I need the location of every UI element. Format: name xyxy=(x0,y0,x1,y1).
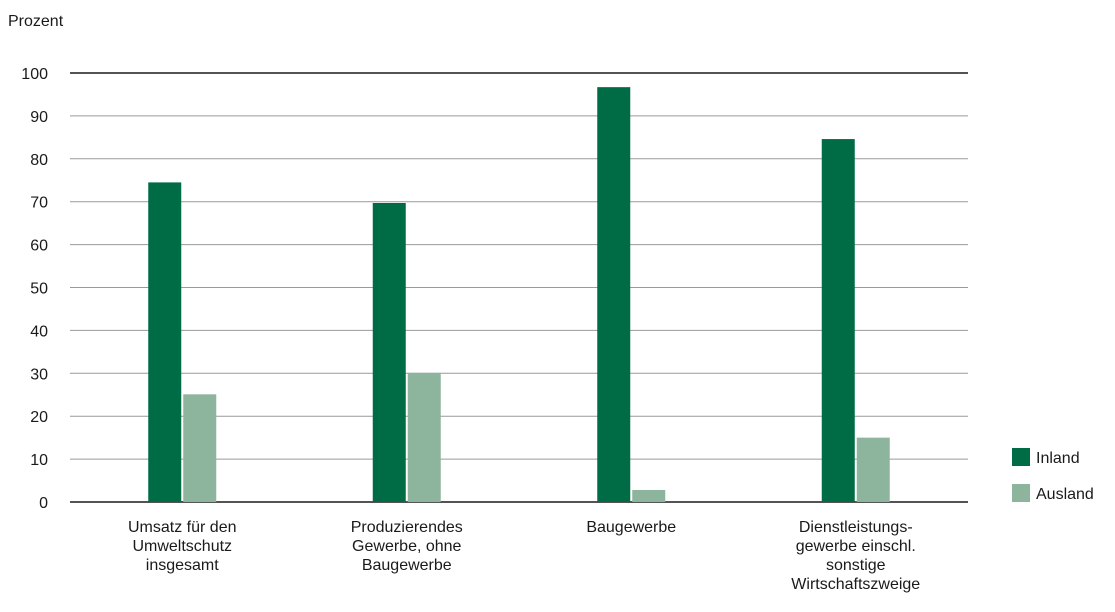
legend-swatch-ausland xyxy=(1012,484,1030,502)
gridlines xyxy=(70,72,968,503)
x-tick-label-line: Baugewerbe xyxy=(362,557,452,574)
x-tick-label-line: Gewerbe, ohne xyxy=(352,538,462,555)
y-tick-label: 100 xyxy=(21,66,48,83)
x-tick-label-line: gewerbe einschl. xyxy=(796,538,916,555)
x-tick-label-line: Umweltschutz xyxy=(132,538,232,555)
bar-ausland-0 xyxy=(183,394,217,502)
y-tick-label: 10 xyxy=(30,452,48,469)
bar-inland-3 xyxy=(821,139,855,503)
x-tick-label-line: Wirtschaftszweige xyxy=(791,576,920,593)
y-tick-label: 60 xyxy=(30,238,48,255)
x-tick-label-line: insgesamt xyxy=(146,557,219,574)
x-tick-label: Produzierendes Gewerbe, ohne Baugewerbe xyxy=(351,519,463,574)
y-tick-label: 40 xyxy=(30,323,48,340)
bar-ausland-3 xyxy=(856,437,890,502)
legend-label-ausland: Ausland xyxy=(1036,486,1094,503)
bar-inland-2 xyxy=(597,87,631,503)
x-tick-label-line: Umsatz für den xyxy=(128,519,236,536)
x-tick-label: Baugewerbe xyxy=(586,519,676,536)
bars xyxy=(148,87,890,503)
x-tick-label: Dienstleistungs-gewerbe einschl. sonstige… xyxy=(791,519,920,593)
x-tick-label: Umsatz für den Umweltschutz insgesamt xyxy=(128,519,236,574)
y-tick-label: 80 xyxy=(30,152,48,169)
bar-inland-1 xyxy=(372,202,406,502)
y-tick-label: 50 xyxy=(30,281,48,298)
y-axis-title: Prozent xyxy=(8,13,64,30)
y-tick-label: 70 xyxy=(30,195,48,212)
bar-ausland-1 xyxy=(407,372,441,502)
legend-label-inland: Inland xyxy=(1036,450,1080,467)
legend: Inland Ausland xyxy=(1012,448,1094,503)
legend-swatch-inland xyxy=(1012,448,1030,466)
x-tick-labels: Umsatz für den Umweltschutz insgesamt Produ… xyxy=(128,519,920,593)
x-tick-label-line: Produzierendes xyxy=(351,519,463,536)
x-tick-label-line: Dienstleistungs- xyxy=(799,519,913,536)
bar-ausland-2 xyxy=(632,489,666,502)
y-tick-label: 20 xyxy=(30,409,48,426)
x-tick-label-line: Baugewerbe xyxy=(586,519,676,536)
y-tick-label: 90 xyxy=(30,109,48,126)
bar-inland-0 xyxy=(148,182,182,502)
y-tick-label: 30 xyxy=(30,366,48,383)
y-tick-label: 0 xyxy=(39,495,48,512)
y-tick-labels: 0 10 20 30 40 50 60 70 80 90 100 xyxy=(21,66,48,512)
x-tick-label-line: sonstige xyxy=(826,557,886,574)
